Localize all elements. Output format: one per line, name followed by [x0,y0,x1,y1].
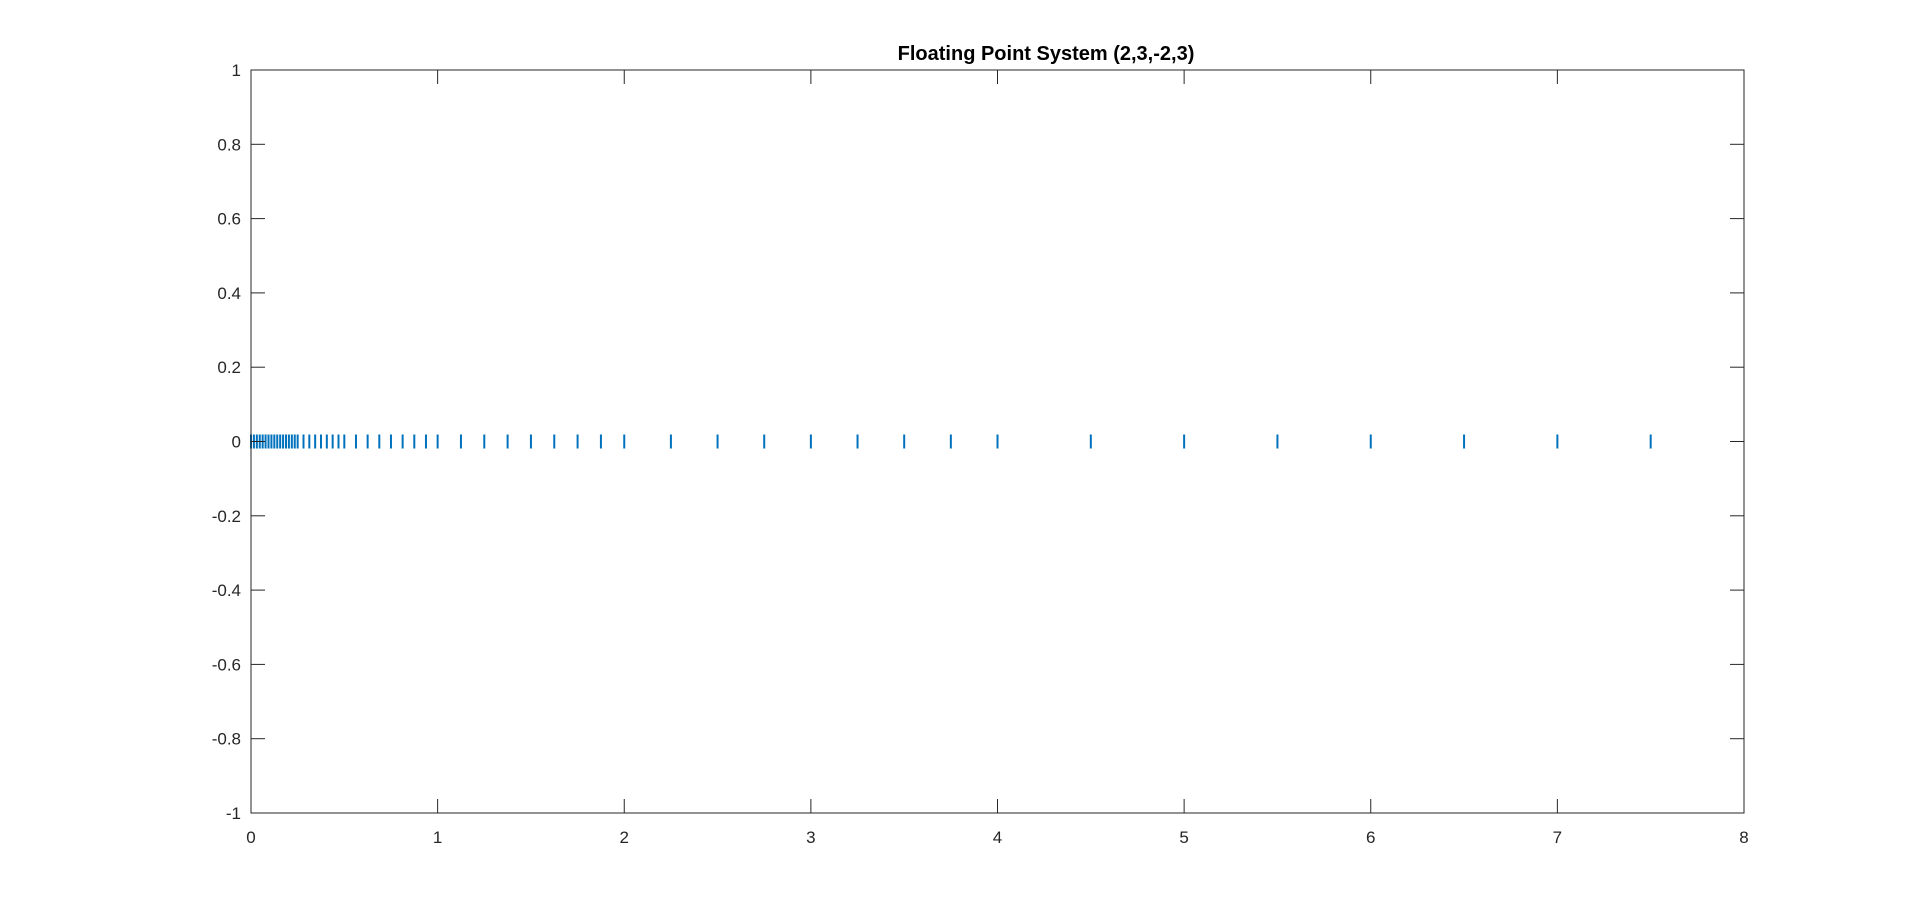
y-tick-labels: 1 0.8 0.6 0.4 0.2 0 -0.2 -0.4 -0.6 -0.8 -1 [212,61,241,823]
y-tick-label: -0.8 [212,730,241,749]
x-tick-label: 8 [1739,828,1748,847]
plot-border [250,69,1745,814]
y-tick-label: -0.2 [212,507,241,526]
x-tick-labels: 0 1 2 3 4 5 6 7 8 [246,828,1748,847]
y-tick-label: 0.4 [217,284,241,303]
x-tick-label: 4 [993,828,1002,847]
chart-title: Floating Point System (2,3,-2,3) [898,43,1195,65]
axes: 0 1 2 3 4 5 6 7 8 1 0.8 0.6 0.4 0.2 0 -0.2 -0.4 -0.6 -0.8… [212,61,1749,847]
x-tick-label: 3 [806,828,815,847]
y-tick-label: -0.6 [212,655,241,674]
y-tick-label: 0.2 [217,358,241,377]
x-tick-label: 6 [1366,828,1375,847]
data-marks [250,434,1652,449]
x-tick-label: 0 [246,828,255,847]
y-tick-label: -0.4 [212,581,241,600]
x-tick-label: 7 [1553,828,1562,847]
y-tick-label: 1 [232,61,241,80]
y-tick-label: 0.6 [217,210,241,229]
x-tick-label: 2 [620,828,629,847]
y-tick-label: 0.8 [217,135,241,154]
y-tick-label: -1 [226,804,241,823]
x-tick-label: 1 [433,828,442,847]
x-tick-label: 5 [1179,828,1188,847]
axis-ticks [250,69,1745,814]
y-tick-label: 0 [232,433,241,452]
